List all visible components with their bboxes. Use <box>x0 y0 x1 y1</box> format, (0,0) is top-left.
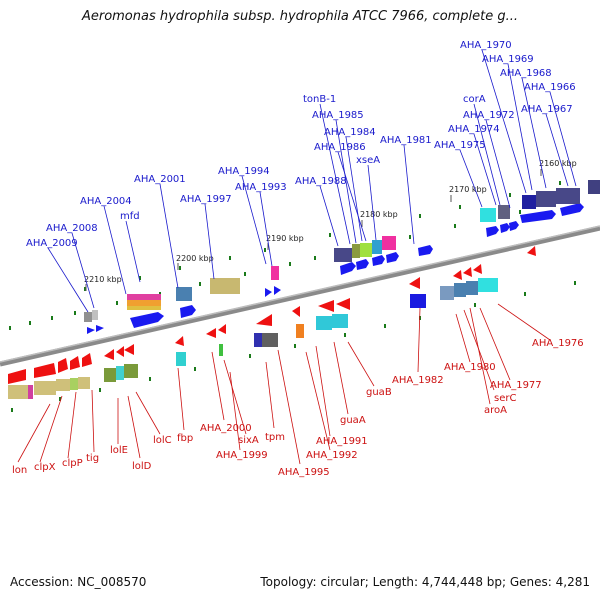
gene-label-sixA: sixA <box>238 435 259 446</box>
gene-label-AHA_2004: AHA_2004 <box>80 196 132 207</box>
genome-backbone <box>0 225 600 367</box>
gene-label-lolD: lolD <box>132 461 152 472</box>
gene-label-AHA_1982: AHA_1982 <box>392 375 444 386</box>
gene-label-AHA_2000: AHA_2000 <box>200 423 252 434</box>
gene-label-AHA_1980: AHA_1980 <box>444 362 496 373</box>
gene-label-lon: lon <box>12 465 27 476</box>
gene-label-AHA_1995: AHA_1995 <box>278 467 330 478</box>
gene-label-AHA_1991: AHA_1991 <box>316 436 368 447</box>
gene-label-AHA_1986: AHA_1986 <box>314 142 366 153</box>
reverse-labels: lon clpX clpP tig lolE lolD lolC fbp AHA… <box>12 338 584 478</box>
gene-label-AHA_1972: AHA_1972 <box>463 110 515 121</box>
gene-label-AHA_1999: AHA_1999 <box>216 450 268 461</box>
accession-text: Accession: NC_008570 <box>10 575 147 589</box>
gene-label-lolC: lolC <box>153 435 172 446</box>
kbp-tick-2160: 2160 kbp <box>539 159 577 168</box>
kbp-tick-2200: 2200 kbp <box>176 254 214 263</box>
forward-leader-lines <box>47 49 577 313</box>
gene-label-AHA_1975: AHA_1975 <box>434 140 486 151</box>
gene-label-AHA_1976: AHA_1976 <box>532 338 584 349</box>
gene-label-AHA_1970: AHA_1970 <box>460 40 512 51</box>
gene-label-AHA_1967: AHA_1967 <box>521 104 573 115</box>
gene-label-xseA: xseA <box>356 155 380 166</box>
gene-label-AHA_1997: AHA_1997 <box>180 194 232 205</box>
gene-label-lolE: lolE <box>110 445 128 456</box>
kbp-tick-2170: 2170 kbp <box>449 185 487 194</box>
gene-label-AHA_1988: AHA_1988 <box>295 176 347 187</box>
gene-label-AHA_1984: AHA_1984 <box>324 127 376 138</box>
gene-label-AHA_1981: AHA_1981 <box>380 135 432 146</box>
genome-title: Aeromonas hydrophila subsp. hydrophila A… <box>81 9 519 24</box>
gene-label-tig: tig <box>86 453 99 464</box>
reverse-genes <box>8 246 536 384</box>
gene-label-AHA_2008: AHA_2008 <box>46 223 98 234</box>
gene-label-AHA_1994: AHA_1994 <box>218 166 270 177</box>
gene-label-serC: serC <box>494 393 516 404</box>
gene-label-corA: corA <box>463 94 486 105</box>
topology-text: Topology: circular; Length: 4,744,448 bp… <box>260 575 590 589</box>
gene-label-fbp: fbp <box>177 433 193 444</box>
gene-label-AHA_1974: AHA_1974 <box>448 124 500 135</box>
gene-label-AHA_1966: AHA_1966 <box>524 82 576 93</box>
gene-label-guaA: guaA <box>340 415 366 426</box>
gene-label-aroA: aroA <box>484 405 507 416</box>
reverse-leader-lines <box>17 303 551 465</box>
kbp-tick-2180: 2180 kbp <box>360 210 398 219</box>
forward-genes <box>87 203 584 334</box>
gene-label-tonB-1: tonB-1 <box>303 94 336 105</box>
gene-label-mfd: mfd <box>120 211 140 222</box>
gene-label-AHA_1977: AHA_1977 <box>490 380 542 391</box>
gene-label-AHA_2001: AHA_2001 <box>134 174 186 185</box>
feature-blocks <box>8 180 600 399</box>
gene-label-AHA_1992: AHA_1992 <box>306 450 358 461</box>
gene-label-clpP: clpP <box>62 458 83 469</box>
kbp-ticks: 2210 kbp 2200 kbp 2190 kbp 2180 kbp 2170… <box>84 159 577 291</box>
kbp-tick-2210: 2210 kbp <box>84 275 122 284</box>
gene-label-AHA_2009: AHA_2009 <box>26 238 78 249</box>
gene-label-guaB: guaB <box>366 387 392 398</box>
gene-label-AHA_1969: AHA_1969 <box>482 54 534 65</box>
gene-label-AHA_1968: AHA_1968 <box>500 68 552 79</box>
gene-label-clpX: clpX <box>34 462 56 473</box>
gene-label-tpm: tpm <box>265 432 285 443</box>
kbp-tick-2190: 2190 kbp <box>266 234 304 243</box>
forward-labels: AHA_2009 AHA_2008 AHA_2004 mfd AHA_2001 … <box>26 40 576 249</box>
gene-label-AHA_1993: AHA_1993 <box>235 182 287 193</box>
gene-label-AHA_1985: AHA_1985 <box>312 110 364 121</box>
